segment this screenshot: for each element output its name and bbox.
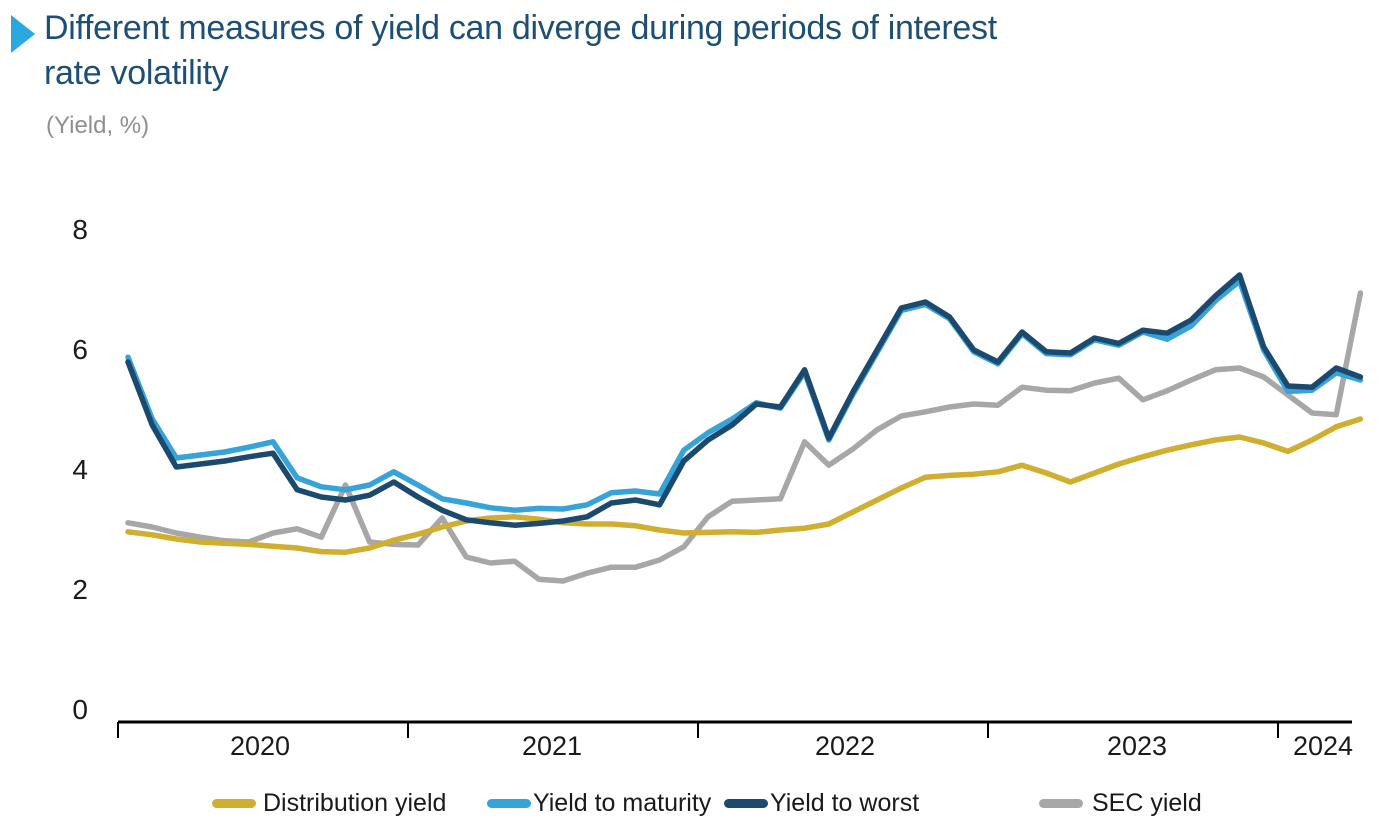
y-axis-label: 2	[72, 574, 88, 605]
legend-swatch-icon	[724, 799, 768, 808]
x-axis-label-2023: 2023	[1106, 731, 1168, 761]
x-axis-label-2022: 2022	[814, 731, 876, 761]
legend-swatch-icon	[1039, 799, 1083, 808]
legend-label: Distribution yield	[263, 789, 447, 817]
series-line-sec-yield	[125, 290, 1364, 584]
y-axis-label: 6	[72, 334, 88, 365]
x-axis-label-2024: 2024	[1292, 731, 1354, 761]
page-title: Different measures of yield can diverge …	[44, 6, 1324, 96]
series-line-yield-to-worst	[125, 272, 1364, 528]
title-pointer-icon	[11, 15, 35, 53]
page-title-line2: rate volatility	[44, 54, 229, 92]
page-title-line1: Different measures of yield can diverge …	[44, 9, 997, 47]
series-line-yield-to-maturity	[125, 278, 1364, 513]
chart-subtitle: (Yield, %)	[46, 112, 150, 139]
legend-swatch-icon	[487, 799, 531, 808]
series-line-distribution-yield	[125, 416, 1364, 555]
y-axis-label: 4	[72, 454, 88, 485]
y-axis-label: 0	[72, 694, 88, 725]
x-axis-label-2020: 2020	[229, 731, 291, 761]
legend-label: SEC yield	[1092, 789, 1202, 817]
legend-swatch-icon	[212, 799, 256, 808]
legend-label: Yield to worst	[770, 789, 920, 817]
legend-label: Yield to maturity	[533, 789, 712, 817]
y-axis-label: 8	[72, 214, 88, 245]
x-axis-label-2021: 2021	[521, 731, 583, 761]
